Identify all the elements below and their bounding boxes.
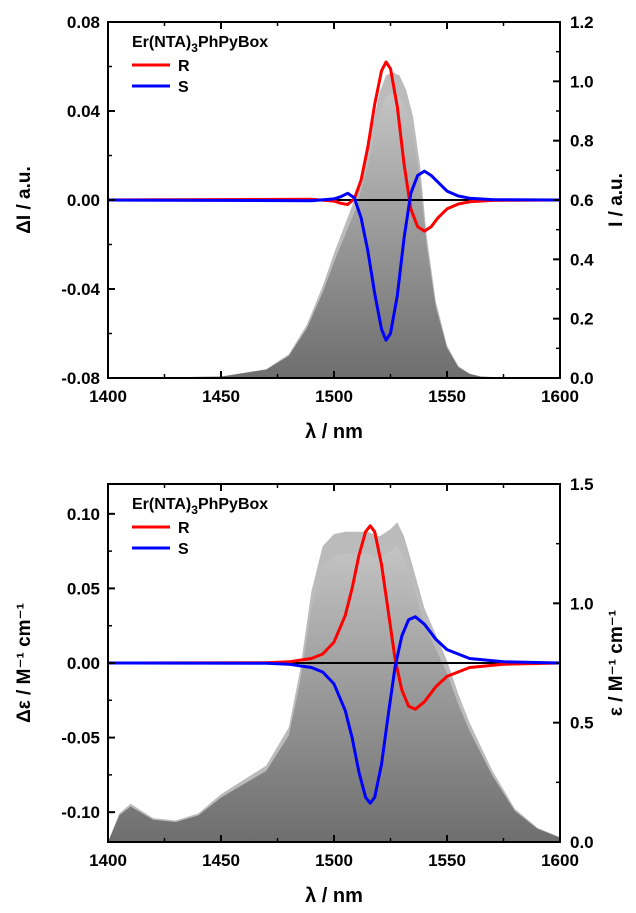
chart1-y-left-tick-label: 0.08 <box>67 13 100 32</box>
chart2-x-tick-label: 1600 <box>541 851 579 870</box>
chart2-y-right-axis-label: ε / M⁻¹ cm⁻¹ <box>606 610 627 716</box>
chart1-y-right-axis-label: I / a.u. <box>606 173 627 227</box>
chart1-y-right-tick-label: 1.0 <box>570 72 594 91</box>
chart1-legend: Er(NTA)3PhPyBox RS <box>132 34 268 96</box>
chart2-x-tick-label: 1450 <box>202 851 240 870</box>
chart2-x-tick-label: 1500 <box>315 851 353 870</box>
chart2-legend-title-subscript: 3 <box>191 503 198 517</box>
chart1-y-right-tick-label: 0.0 <box>570 369 594 388</box>
chart1-y-right-tick-label: 0.6 <box>570 191 594 210</box>
chart1-y-left-tick-label: -0.08 <box>61 369 100 388</box>
chart2-legend-title-main: Er(NTA) <box>132 496 191 513</box>
chart2-y-left-tick-label: -0.10 <box>61 803 100 822</box>
chart2-y-right-tick-label: 0.5 <box>570 714 594 733</box>
chart1-x-tick-label: 1550 <box>428 387 466 406</box>
chart1: 1400 1450 1500 1550 1600 -0.08 -0.04 0.00 0.04 0.… <box>14 13 627 443</box>
chart2-area-series-inner <box>108 544 560 842</box>
chart1-series-r-line <box>108 60 560 233</box>
chart2-legend-title-rest: PhPyBox <box>198 496 268 513</box>
chart1-legend-title: Er(NTA)3PhPyBox <box>132 34 268 55</box>
chart1-y-left-tick-label: 0.00 <box>67 191 100 210</box>
chart1-plot-area <box>108 60 560 378</box>
chart2-y-left-tick-label: 0.10 <box>67 505 100 524</box>
chart2-y-left-tick-label: -0.05 <box>61 729 100 748</box>
chart2-y-left-tick-label: 0.05 <box>67 579 100 598</box>
chart1-legend-label-s: S <box>178 79 189 96</box>
chart2-plot-area <box>108 522 560 842</box>
chart2-x-tick-label: 1400 <box>89 851 127 870</box>
chart1-x-tick-label: 1600 <box>541 387 579 406</box>
chart2-legend-label-r: R <box>178 520 190 537</box>
chart2-legend: Er(NTA)3PhPyBox RS <box>132 496 268 558</box>
chart2-y-right-tick-label: 1.0 <box>570 594 594 613</box>
chart1-x-tick-label: 1400 <box>89 387 127 406</box>
chart2-series-s-line <box>108 615 560 805</box>
chart2-series-r-line <box>108 524 560 711</box>
chart1-series-s-line <box>108 169 560 342</box>
chart1-y-left-axis-label: ΔI / a.u. <box>14 166 35 234</box>
chart1-y-left-tick-label: -0.04 <box>61 280 100 299</box>
chart2-legend-label-s: S <box>178 541 189 558</box>
chart1-x-tick-label: 1450 <box>202 387 240 406</box>
chart1-area-series-inner <box>108 93 560 378</box>
chart1-legend-label-r: R <box>178 58 190 75</box>
chart1-x-tick-label: 1500 <box>315 387 353 406</box>
chart1-y-right-tick-label: 0.8 <box>570 132 594 151</box>
chart1-legend-title-rest: PhPyBox <box>198 34 268 51</box>
chart1-y-right-tick-label: 1.2 <box>570 13 594 32</box>
chart2-y-left-axis-label: Δε / M⁻¹ cm⁻¹ <box>14 603 35 723</box>
chart2-x-axis-label: λ / nm <box>305 885 363 907</box>
chart2-y-right-tick-label: 1.5 <box>570 475 594 494</box>
chart1-legend-title-main: Er(NTA) <box>132 34 191 51</box>
chart2-y-right-tick-label: 0.0 <box>570 833 594 852</box>
chart2-y-left-tick-label: 0.00 <box>67 654 100 673</box>
chart2-x-tick-label: 1550 <box>428 851 466 870</box>
chart2-legend-title: Er(NTA)3PhPyBox <box>132 496 268 517</box>
chart1-y-right-tick-label: 0.2 <box>570 310 594 329</box>
chart1-y-left-tick-label: 0.04 <box>67 102 101 121</box>
chart1-x-axis-label: λ / nm <box>305 421 363 443</box>
chart1-legend-title-subscript: 3 <box>191 41 198 55</box>
chart2: 1400 1450 1500 1550 1600 -0.10 -0.05 0.00 0.05 0.… <box>14 475 627 907</box>
chart1-y-right-tick-label: 0.4 <box>570 250 594 269</box>
